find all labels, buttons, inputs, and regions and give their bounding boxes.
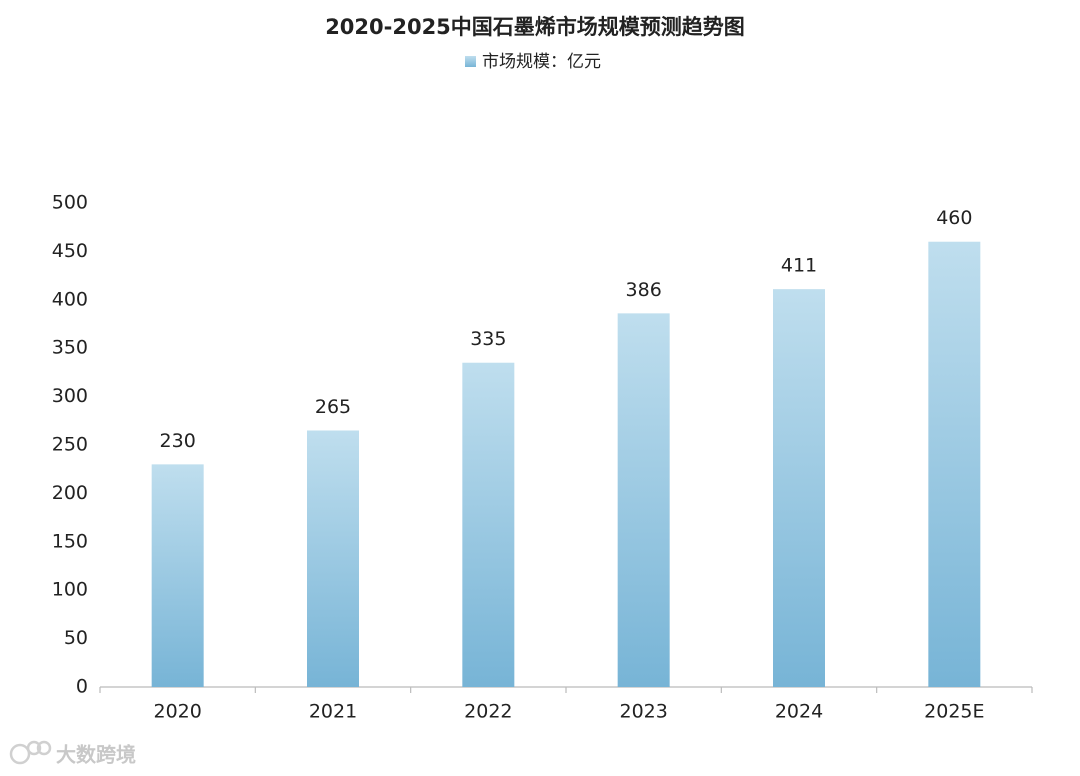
- y-tick-label: 450: [52, 240, 88, 262]
- x-tick-label: 2020: [153, 701, 201, 723]
- y-tick-label: 500: [52, 192, 88, 214]
- y-tick-label: 200: [52, 482, 88, 504]
- bar: [617, 313, 670, 687]
- y-tick-label: 0: [76, 676, 88, 698]
- x-tick-label: 2025E: [924, 701, 984, 723]
- bar: [462, 362, 515, 687]
- bar: [928, 241, 981, 687]
- y-tick-label: 300: [52, 385, 88, 407]
- legend-label: 市场规模：亿元: [482, 52, 601, 72]
- legend-swatch: [465, 56, 476, 67]
- x-tick-label: 2022: [464, 701, 512, 723]
- value-label: 460: [936, 207, 972, 229]
- value-label: 265: [315, 396, 351, 418]
- y-tick-label: 50: [64, 627, 88, 649]
- y-tick-label: 250: [52, 434, 88, 456]
- watermark: 大数跨境: [9, 740, 136, 767]
- value-label: 230: [160, 430, 196, 452]
- value-label: 335: [470, 328, 506, 350]
- y-tick-label: 100: [52, 579, 88, 601]
- bar: [151, 464, 204, 687]
- chart-title: 2020-2025中国石墨烯市场规模预测趋势图: [325, 15, 745, 39]
- y-tick-label: 400: [52, 288, 88, 310]
- watermark-text: 大数跨境: [56, 743, 136, 767]
- bar: [307, 430, 359, 687]
- y-tick-label: 350: [52, 337, 88, 359]
- y-tick-label: 150: [52, 530, 88, 552]
- x-tick-label: 2024: [775, 701, 823, 723]
- bar: [773, 289, 825, 687]
- value-label: 411: [781, 255, 817, 277]
- value-label: 386: [626, 279, 662, 301]
- x-tick-label: 2021: [309, 701, 357, 723]
- x-tick-label: 2023: [619, 701, 667, 723]
